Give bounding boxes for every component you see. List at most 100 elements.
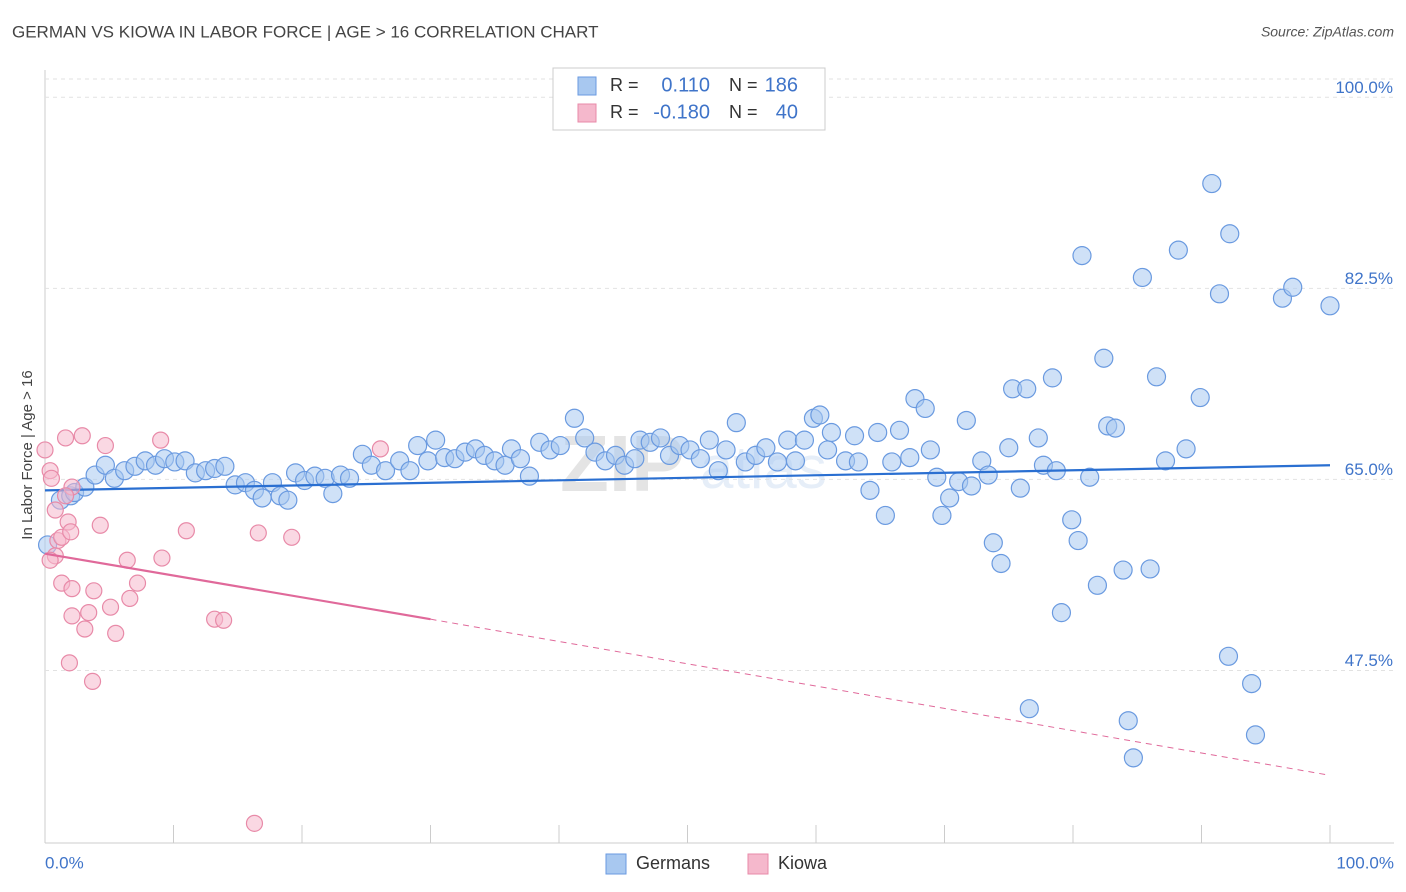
legend-r: -0.180 xyxy=(653,101,710,123)
point xyxy=(278,490,298,510)
legend-n-label: N = xyxy=(729,75,758,95)
point xyxy=(1062,510,1082,530)
point xyxy=(915,398,935,419)
point xyxy=(85,582,103,600)
point xyxy=(283,528,301,546)
point xyxy=(1051,603,1072,623)
point xyxy=(1105,418,1126,438)
point xyxy=(575,428,595,448)
point xyxy=(920,440,940,460)
point xyxy=(1320,296,1340,316)
point xyxy=(1146,367,1167,387)
point xyxy=(152,431,170,449)
point xyxy=(249,524,267,542)
point xyxy=(956,410,976,431)
point xyxy=(821,422,842,443)
point xyxy=(625,449,645,469)
point xyxy=(794,430,815,450)
point xyxy=(564,408,585,428)
y-tick-label: 47.5% xyxy=(1345,651,1393,670)
point xyxy=(42,469,61,487)
point xyxy=(868,422,888,443)
point xyxy=(177,522,195,540)
point xyxy=(426,430,446,450)
point xyxy=(1242,673,1262,694)
point xyxy=(875,505,895,526)
point xyxy=(1132,267,1152,288)
point xyxy=(1168,240,1188,260)
point xyxy=(860,480,880,500)
trend-line xyxy=(44,464,1331,492)
point xyxy=(91,516,109,534)
point xyxy=(940,488,960,508)
legend-r: 0.110 xyxy=(661,74,710,96)
legend-n: 40 xyxy=(776,101,798,123)
point xyxy=(60,654,79,672)
point xyxy=(36,441,54,459)
point xyxy=(1283,277,1303,297)
legend-swatch xyxy=(605,853,627,875)
point xyxy=(716,440,736,460)
legend-r-label: R = xyxy=(610,102,639,122)
legend-swatch xyxy=(577,103,597,123)
point xyxy=(215,456,235,476)
point xyxy=(767,452,788,472)
point xyxy=(375,461,396,481)
point xyxy=(101,598,120,616)
legend-label: Germans xyxy=(636,853,710,873)
point xyxy=(1220,224,1240,244)
point xyxy=(844,426,865,446)
point xyxy=(1028,428,1048,448)
point xyxy=(1010,478,1030,498)
point xyxy=(63,580,81,598)
point xyxy=(1245,725,1266,745)
point xyxy=(1068,530,1088,551)
point xyxy=(56,487,75,505)
point xyxy=(999,438,1019,458)
legend-swatch xyxy=(577,76,597,96)
point xyxy=(650,428,671,448)
trend-line xyxy=(44,552,431,621)
point xyxy=(400,461,420,481)
point xyxy=(83,672,102,691)
x-tick-label: 0.0% xyxy=(45,853,84,872)
point xyxy=(510,449,531,469)
point xyxy=(927,467,947,487)
point xyxy=(95,455,115,475)
point xyxy=(215,611,233,629)
point xyxy=(1042,368,1063,388)
x-tick-label: 100.0% xyxy=(1336,853,1394,872)
point xyxy=(932,505,952,526)
point xyxy=(1087,575,1108,595)
point xyxy=(1176,439,1196,459)
point xyxy=(252,488,272,508)
point xyxy=(983,533,1003,553)
point xyxy=(76,620,94,638)
y-tick-label: 65.0% xyxy=(1345,460,1393,479)
point xyxy=(1113,560,1133,580)
point xyxy=(1094,348,1114,368)
point xyxy=(848,452,869,472)
point xyxy=(80,604,98,622)
legend-n-label: N = xyxy=(729,102,758,122)
point xyxy=(408,435,428,456)
legend-swatch xyxy=(747,853,769,875)
point xyxy=(418,451,438,471)
legend-r-label: R = xyxy=(610,75,639,95)
point xyxy=(817,440,838,460)
source: Source: ZipAtlas.com xyxy=(1261,24,1394,40)
point xyxy=(56,429,75,447)
chart-title: GERMAN VS KIOWA IN LABOR FORCE | AGE > 1… xyxy=(12,22,598,41)
point xyxy=(690,449,710,469)
point xyxy=(63,607,81,625)
point xyxy=(96,436,114,455)
y-axis-label: In Labor Force | Age > 16 xyxy=(19,370,36,539)
point xyxy=(1209,284,1230,304)
point xyxy=(550,435,570,456)
point xyxy=(1190,387,1210,408)
point xyxy=(991,553,1011,574)
point xyxy=(882,452,902,472)
point xyxy=(889,420,910,440)
